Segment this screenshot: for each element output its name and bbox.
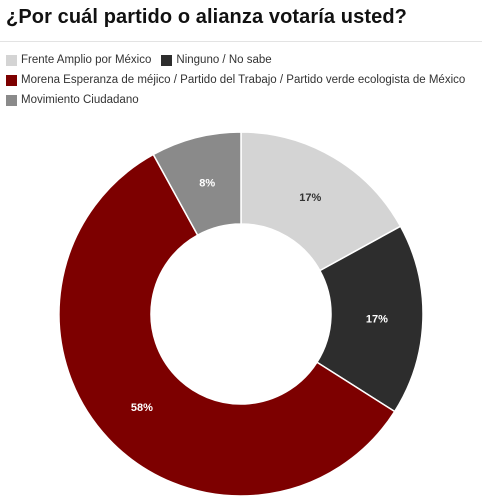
legend-label-morena: Morena Esperanza de méjico / Partido del…: [21, 74, 466, 86]
donut-slice-frente-amplio[interactable]: [240, 131, 402, 272]
legend-item-movimiento-ciudadano[interactable]: Movimiento Ciudadano: [6, 94, 139, 106]
legend-item-morena[interactable]: Morena Esperanza de méjico / Partido del…: [6, 74, 465, 86]
legend-swatch-movimiento-ciudadano: [6, 94, 17, 106]
legend-swatch-morena: [6, 74, 17, 86]
legend-swatch-ninguno: [161, 54, 173, 66]
legend-swatch-frente-amplio: [6, 54, 17, 66]
chart-title: ¿Por cuál partido o alianza votaría uste…: [6, 6, 407, 28]
legend-row: Movimiento Ciudadano: [6, 90, 480, 110]
slice-label-movimiento-ciudadano: 8%: [199, 177, 215, 189]
legend-item-ninguno[interactable]: Ninguno / No sabe: [161, 54, 272, 66]
legend-label-ninguno: Ninguno / No sabe: [176, 54, 272, 66]
title-divider: [0, 41, 482, 42]
legend-label-movimiento-ciudadano: Movimiento Ciudadano: [21, 94, 139, 106]
donut-slice-movimiento-ciudadano[interactable]: [152, 131, 242, 237]
slice-label-morena: 58%: [131, 402, 153, 414]
legend-row: Frente Amplio por México Ninguno / No sa…: [6, 50, 480, 70]
slice-label-frente-amplio: 17%: [299, 192, 321, 204]
legend-item-frente-amplio[interactable]: Frente Amplio por México: [6, 54, 151, 66]
legend-label-frente-amplio: Frente Amplio por México: [21, 54, 152, 66]
donut-slice-morena[interactable]: [58, 153, 396, 497]
chart-legend: Frente Amplio por México Ninguno / No sa…: [6, 50, 480, 110]
slice-label-ninguno: 17%: [366, 313, 388, 325]
donut-slice-ninguno[interactable]: [315, 225, 424, 413]
legend-row: Morena Esperanza de méjico / Partido del…: [6, 70, 480, 90]
